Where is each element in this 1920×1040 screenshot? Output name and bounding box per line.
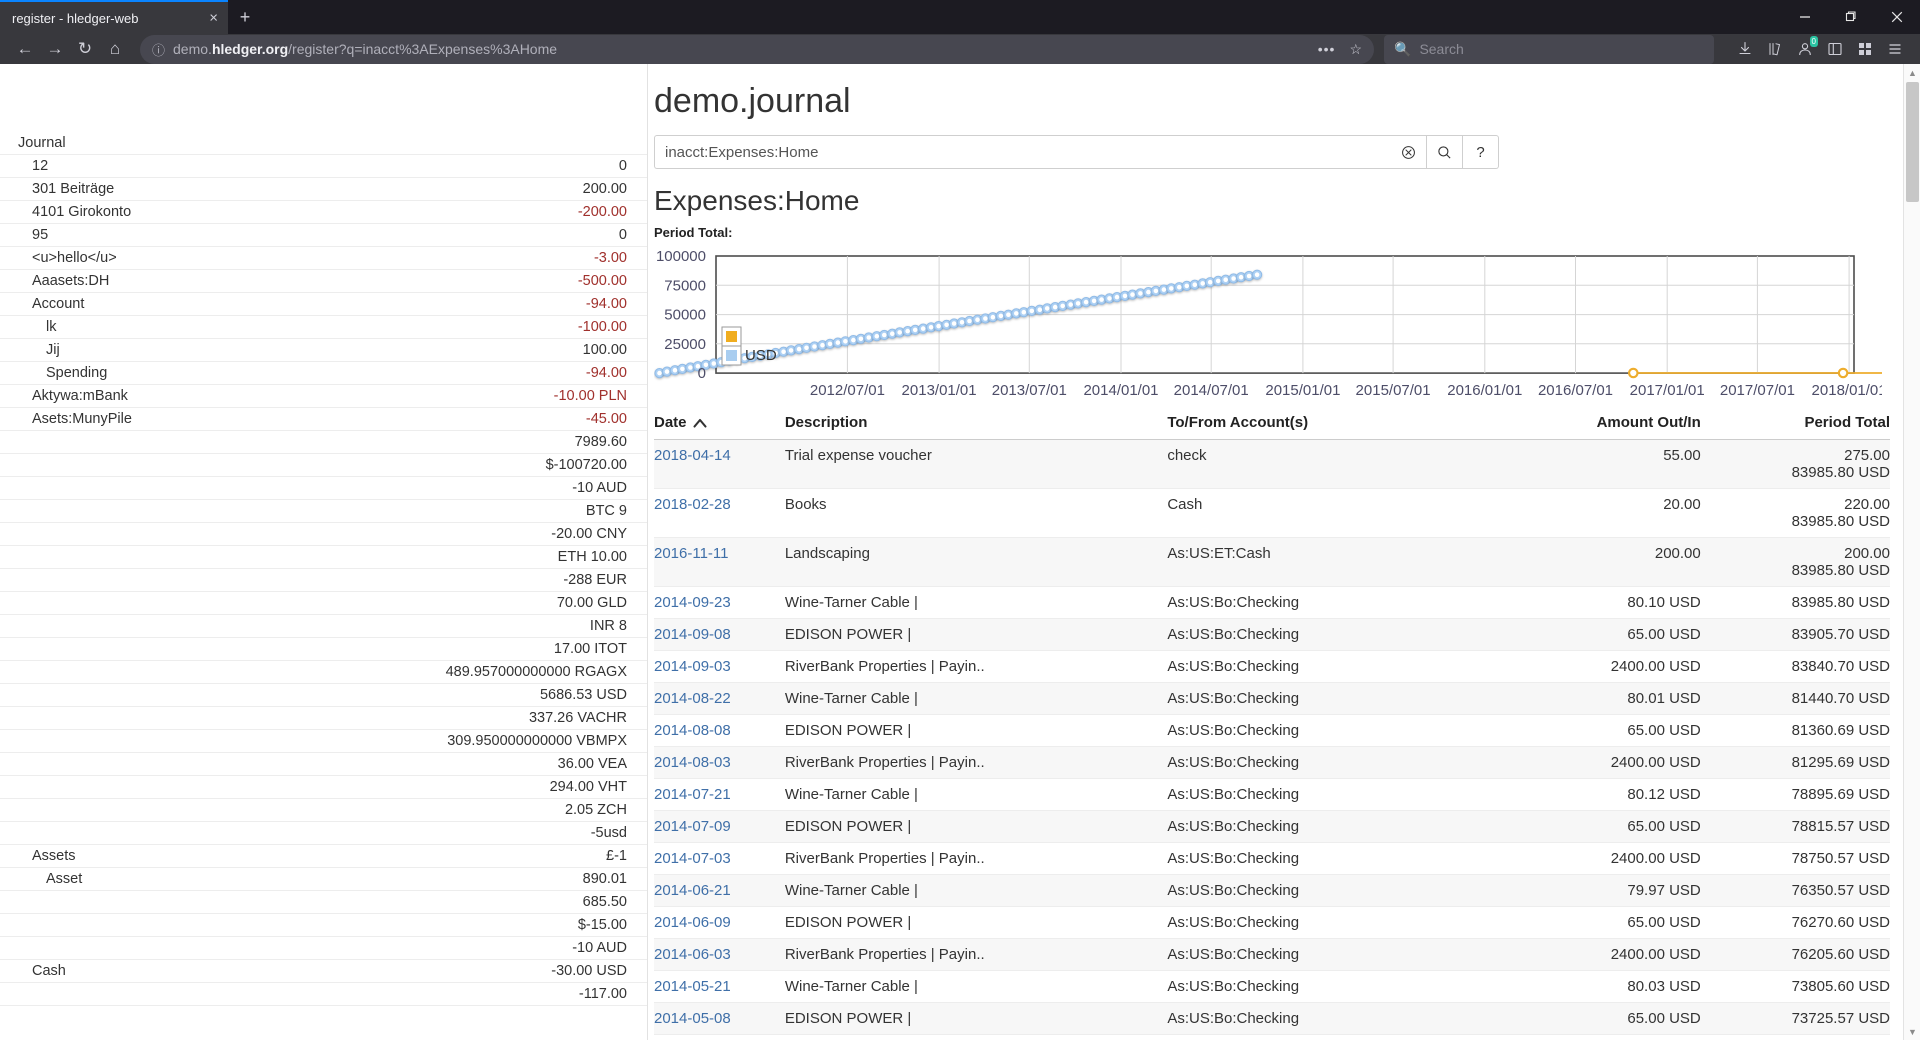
svg-text:2017/01/01: 2017/01/01 [1630, 382, 1705, 399]
svg-text:2017/07/01: 2017/07/01 [1720, 382, 1795, 399]
svg-text:75000: 75000 [664, 277, 706, 294]
svg-text:2015/07/01: 2015/07/01 [1356, 382, 1431, 399]
svg-text:2014/07/01: 2014/07/01 [1174, 382, 1249, 399]
svg-text:0: 0 [698, 365, 706, 382]
svg-text:2014/01/01: 2014/01/01 [1083, 382, 1158, 399]
svg-text:2016/01/01: 2016/01/01 [1447, 382, 1522, 399]
svg-text:100000: 100000 [656, 248, 706, 265]
svg-text:50000: 50000 [664, 307, 706, 324]
svg-text:2016/07/01: 2016/07/01 [1538, 382, 1613, 399]
svg-text:2015/01/01: 2015/01/01 [1265, 382, 1340, 399]
svg-text:2018/01/01: 2018/01/01 [1812, 382, 1882, 399]
svg-text:2013/01/01: 2013/01/01 [902, 382, 977, 399]
svg-text:25000: 25000 [664, 336, 706, 353]
svg-text:USD: USD [745, 347, 777, 364]
svg-text:2013/07/01: 2013/07/01 [992, 382, 1067, 399]
svg-text:2012/07/01: 2012/07/01 [810, 382, 885, 399]
